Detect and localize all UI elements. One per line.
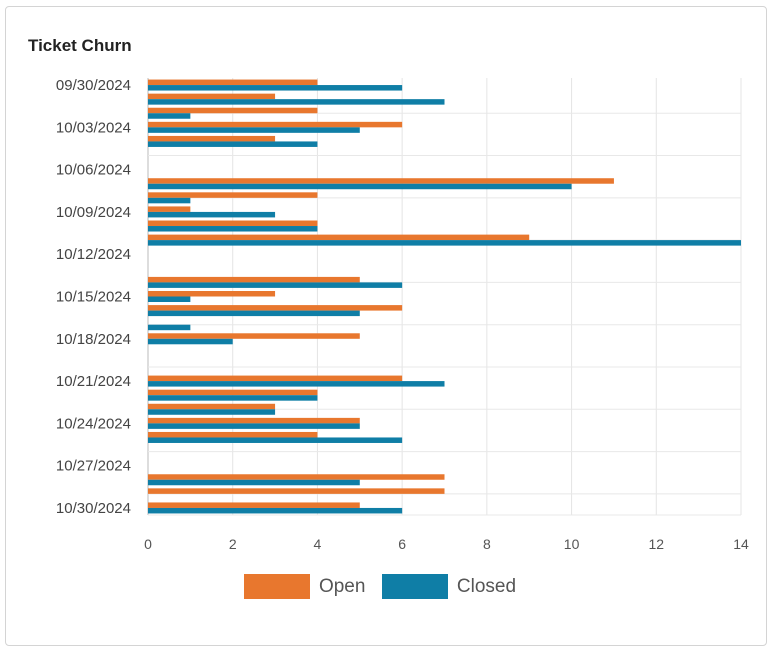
bar-closed[interactable]: [148, 381, 445, 387]
bar-open[interactable]: [148, 403, 276, 410]
y-tick-label: 10/24/2024: [56, 415, 131, 432]
bar-closed[interactable]: [148, 338, 233, 345]
bar-open[interactable]: [148, 135, 276, 142]
bar-open[interactable]: [148, 389, 318, 396]
bar-open[interactable]: [148, 79, 318, 86]
bar-closed[interactable]: [148, 409, 276, 415]
bar-closed[interactable]: [148, 127, 360, 133]
bar-open[interactable]: [148, 333, 360, 339]
legend-item-closed[interactable]: Closed: [381, 574, 524, 599]
bar-closed[interactable]: [148, 211, 276, 218]
bar-closed[interactable]: [148, 113, 191, 119]
bar-open[interactable]: [148, 107, 318, 114]
bar-chart: 09/30/2024 10/03/2024 10/06/2024 10/09/2024…: [56, 77, 749, 552]
chart-card: [5, 6, 767, 646]
y-tick-label: 10/06/2024: [56, 162, 131, 179]
bar-closed[interactable]: [148, 395, 318, 401]
legend-label-open: Open: [318, 575, 366, 597]
bar-open[interactable]: [148, 431, 318, 438]
bar-closed[interactable]: [148, 183, 572, 190]
bar-closed[interactable]: [148, 282, 403, 288]
y-tick-label: 10/12/2024: [56, 246, 131, 263]
y-tick-label: 10/30/2024: [56, 500, 131, 517]
legend-swatch-open: [243, 574, 310, 599]
legend-label-closed: Closed: [456, 575, 517, 597]
x-tick-label: 8: [483, 536, 491, 552]
x-tick-label: 10: [564, 536, 580, 552]
bar-open[interactable]: [148, 305, 403, 311]
x-tick-label: 0: [144, 536, 152, 552]
bar-open[interactable]: [148, 488, 445, 494]
y-tick-label: 10/18/2024: [56, 331, 131, 348]
bar-closed[interactable]: [148, 85, 403, 91]
bar-closed[interactable]: [148, 197, 191, 204]
bar-closed[interactable]: [148, 479, 360, 486]
chart-title: Ticket Churn: [28, 36, 132, 55]
bar-closed[interactable]: [148, 310, 360, 317]
y-axis-labels: 09/30/2024 10/03/2024 10/06/2024 10/09/2024…: [56, 77, 131, 517]
bar-closed[interactable]: [148, 324, 191, 331]
bar-open[interactable]: [148, 291, 276, 297]
y-tick-label: 09/30/2024: [56, 77, 131, 94]
x-tick-label: 14: [733, 536, 749, 552]
y-tick-label: 10/21/2024: [56, 373, 131, 390]
bar-open[interactable]: [148, 502, 360, 508]
legend-swatch-closed: [381, 574, 448, 599]
bar-open[interactable]: [148, 93, 276, 100]
bar-closed[interactable]: [148, 99, 445, 105]
x-tick-label: 2: [229, 536, 237, 552]
legend: Open Closed: [0, 574, 768, 604]
y-tick-label: 10/27/2024: [56, 458, 131, 475]
bars: [148, 79, 741, 514]
y-tick-label: 10/03/2024: [56, 119, 131, 136]
bar-open[interactable]: [148, 178, 614, 184]
bar-open[interactable]: [148, 417, 360, 424]
bar-open[interactable]: [148, 234, 530, 241]
bar-closed[interactable]: [148, 141, 318, 147]
x-axis-labels: 0 2 4 6 8 10 12 14: [144, 536, 749, 552]
x-tick-label: 12: [648, 536, 664, 552]
bar-closed[interactable]: [148, 240, 741, 246]
bar-closed[interactable]: [148, 296, 191, 303]
bar-open[interactable]: [148, 474, 445, 480]
bar-open[interactable]: [148, 206, 191, 212]
bar-open[interactable]: [148, 192, 318, 198]
bar-open[interactable]: [148, 375, 403, 382]
x-tick-label: 6: [398, 536, 406, 552]
bar-open[interactable]: [148, 276, 360, 283]
bar-closed[interactable]: [148, 437, 403, 443]
y-tick-label: 10/15/2024: [56, 289, 131, 306]
bar-open[interactable]: [148, 121, 403, 128]
x-tick-label: 4: [314, 536, 322, 552]
bar-open[interactable]: [148, 220, 318, 227]
bar-closed[interactable]: [148, 507, 403, 514]
bar-closed[interactable]: [148, 226, 318, 232]
legend-item-open[interactable]: Open: [243, 574, 373, 599]
bar-closed[interactable]: [148, 423, 360, 429]
y-tick-label: 10/09/2024: [56, 204, 131, 221]
